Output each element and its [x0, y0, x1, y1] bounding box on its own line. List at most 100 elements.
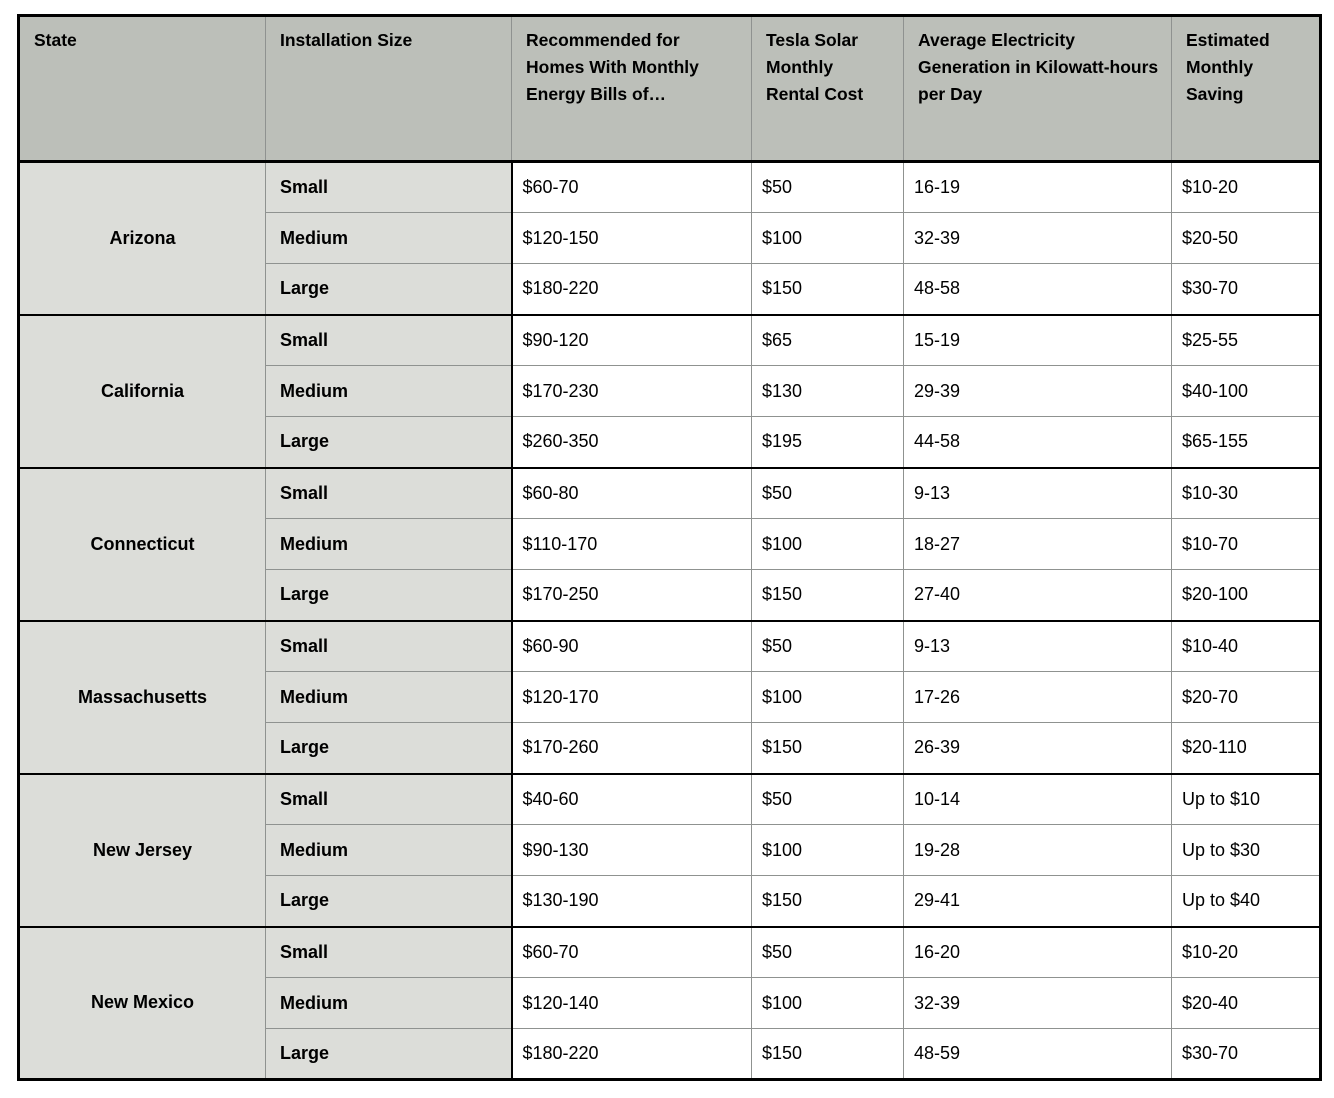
size-cell: Medium: [265, 824, 513, 876]
table-row: Arizona Small $60-70 $50 16-19 $10-20: [18, 160, 1321, 315]
generation-cell: 9-13: [903, 466, 1172, 519]
rental-cell: $50: [751, 619, 904, 672]
size-cell: Large: [265, 875, 513, 927]
generation-cell: 48-59: [903, 1028, 1172, 1080]
rental-cell: $195: [751, 416, 904, 468]
rental-cell: $100: [751, 824, 904, 876]
generation-cell: 16-19: [903, 160, 1172, 213]
bills-cell: $170-250: [511, 569, 752, 621]
solar-rental-table: State Installation Size Recommended for …: [17, 14, 1322, 1081]
size-cell: Medium: [265, 977, 513, 1029]
bills-cell: $60-80: [511, 466, 752, 519]
bills-cell: $110-170: [511, 518, 752, 570]
col-header-generation: Average Electricity Generation in Kilowa…: [903, 15, 1172, 163]
size-cell: Small: [265, 466, 513, 519]
state-cell: New Jersey: [18, 772, 266, 927]
generation-cell: 27-40: [903, 569, 1172, 621]
generation-cell: 32-39: [903, 212, 1172, 264]
size-cell: Small: [265, 925, 513, 978]
table-row: Medium $170-230 $130 29-39 $40-100: [19, 365, 1321, 417]
table-row: Connecticut Small $60-80 $50 9-13 $10-30: [18, 466, 1321, 621]
rental-cell: $150: [751, 1028, 904, 1080]
rental-cell: $50: [751, 160, 904, 213]
saving-cell: $10-20: [1171, 925, 1321, 978]
bills-cell: $60-90: [511, 619, 752, 672]
generation-cell: 29-39: [903, 365, 1172, 417]
rental-cell: $130: [751, 365, 904, 417]
generation-cell: 9-13: [903, 619, 1172, 672]
table-row: New Mexico Small $60-70 $50 16-20 $10-20: [18, 925, 1321, 1080]
saving-cell: $10-20: [1171, 160, 1321, 213]
bills-cell: $40-60: [511, 772, 752, 825]
header-row: State Installation Size Recommended for …: [18, 15, 1321, 163]
size-cell: Small: [265, 619, 513, 672]
saving-cell: $10-30: [1171, 466, 1321, 519]
state-cell: New Mexico: [18, 925, 266, 1080]
saving-cell: $10-40: [1171, 619, 1321, 672]
saving-cell: $20-40: [1171, 977, 1321, 1029]
saving-cell: $20-100: [1171, 569, 1321, 621]
saving-cell: Up to $30: [1171, 824, 1321, 876]
table-row: Large $260-350 $195 44-58 $65-155: [19, 416, 1321, 468]
size-cell: Large: [265, 416, 513, 468]
table-row: California Small $90-120 $65 15-19 $25-5…: [18, 313, 1321, 468]
table-row: Medium $120-150 $100 32-39 $20-50: [19, 212, 1321, 264]
size-cell: Medium: [265, 671, 513, 723]
state-cell: Massachusetts: [18, 619, 266, 774]
generation-cell: 48-58: [903, 263, 1172, 315]
rental-cell: $65: [751, 313, 904, 366]
table-row: Large $130-190 $150 29-41 Up to $40: [19, 875, 1321, 927]
rental-cell: $150: [751, 875, 904, 927]
generation-cell: 15-19: [903, 313, 1172, 366]
table-row: New Jersey Small $40-60 $50 10-14 Up to …: [18, 772, 1321, 927]
table-row: Medium $90-130 $100 19-28 Up to $30: [19, 824, 1321, 876]
table-row: Large $170-260 $150 26-39 $20-110: [19, 722, 1321, 774]
bills-cell: $180-220: [511, 1028, 752, 1080]
bills-cell: $260-350: [511, 416, 752, 468]
size-cell: Medium: [265, 365, 513, 417]
bills-cell: $170-260: [511, 722, 752, 774]
table-row: Large $180-220 $150 48-59 $30-70: [19, 1028, 1321, 1080]
rental-cell: $50: [751, 772, 904, 825]
saving-cell: Up to $40: [1171, 875, 1321, 927]
col-header-saving: Estimated Monthly Saving: [1171, 15, 1321, 163]
saving-cell: $20-110: [1171, 722, 1321, 774]
bills-cell: $90-120: [511, 313, 752, 366]
saving-cell: $25-55: [1171, 313, 1321, 366]
bills-cell: $90-130: [511, 824, 752, 876]
generation-cell: 29-41: [903, 875, 1172, 927]
size-cell: Large: [265, 263, 513, 315]
rental-cell: $150: [751, 263, 904, 315]
saving-cell: $10-70: [1171, 518, 1321, 570]
generation-cell: 26-39: [903, 722, 1172, 774]
bills-cell: $60-70: [511, 160, 752, 213]
table-row: Medium $110-170 $100 18-27 $10-70: [19, 518, 1321, 570]
rental-cell: $150: [751, 722, 904, 774]
generation-cell: 18-27: [903, 518, 1172, 570]
size-cell: Small: [265, 772, 513, 825]
generation-cell: 19-28: [903, 824, 1172, 876]
size-cell: Medium: [265, 518, 513, 570]
bills-cell: $180-220: [511, 263, 752, 315]
table-row: Large $170-250 $150 27-40 $20-100: [19, 569, 1321, 621]
saving-cell: $20-50: [1171, 212, 1321, 264]
table-row: Massachusetts Small $60-90 $50 9-13 $10-…: [18, 619, 1321, 774]
col-header-bills: Recommended for Homes With Monthly Energ…: [511, 15, 752, 163]
size-cell: Medium: [265, 212, 513, 264]
size-cell: Small: [265, 160, 513, 213]
size-cell: Small: [265, 313, 513, 366]
saving-cell: $20-70: [1171, 671, 1321, 723]
size-cell: Large: [265, 1028, 513, 1080]
bills-cell: $130-190: [511, 875, 752, 927]
rental-cell: $50: [751, 925, 904, 978]
rental-cell: $100: [751, 212, 904, 264]
size-cell: Large: [265, 722, 513, 774]
saving-cell: $65-155: [1171, 416, 1321, 468]
state-cell: Arizona: [18, 160, 266, 315]
saving-cell: $30-70: [1171, 263, 1321, 315]
saving-cell: $30-70: [1171, 1028, 1321, 1080]
table-row: Large $180-220 $150 48-58 $30-70: [19, 263, 1321, 315]
bills-cell: $120-150: [511, 212, 752, 264]
generation-cell: 10-14: [903, 772, 1172, 825]
